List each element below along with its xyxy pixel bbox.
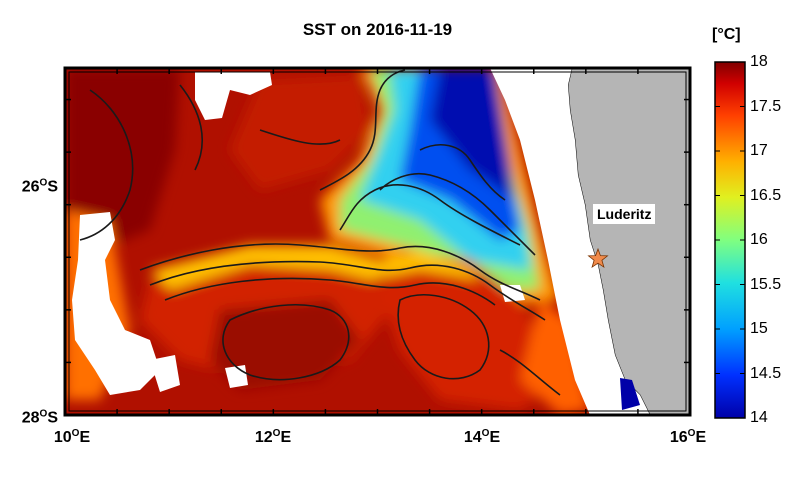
lat-label-28s: 28OS: [21, 408, 58, 427]
colorbar-tick-label: 16: [750, 231, 768, 248]
frame-ticks: [64, 68, 691, 416]
colorbar-tick-label: 14: [750, 409, 768, 426]
lon-label-16e: 16OE: [669, 428, 707, 446]
colorbar-tick-label: 14.5: [750, 364, 782, 382]
city-label: Luderitz: [593, 204, 656, 224]
colorbar-tick-label: 17: [750, 142, 768, 159]
city-label-text: Luderitz: [597, 206, 652, 222]
colorbar-tick-label: 16.5: [750, 186, 782, 204]
colorbar-tick-label: 17.5: [750, 97, 782, 115]
lat-label-26s: 26OS: [21, 177, 58, 196]
coastal-no-data: [490, 68, 650, 415]
small-island: [620, 378, 640, 410]
lon-label-10e: 10OE: [53, 428, 91, 446]
star-icon: [587, 247, 609, 269]
missing-data: [72, 72, 525, 395]
sst-contours: [79, 69, 561, 396]
colorbar-tick-label: 15: [750, 320, 768, 337]
colorbar-ticks: [715, 61, 745, 419]
colorbar-tick-label: 18: [750, 53, 768, 70]
map-title: SST on 2016-11-19: [302, 20, 453, 39]
colorbar-tick-label: 15.5: [750, 275, 782, 293]
lon-label-12e: 12OE: [254, 428, 292, 446]
colorbar-unit: [°C]: [712, 26, 741, 43]
lon-label-14e: 14OE: [463, 428, 501, 446]
